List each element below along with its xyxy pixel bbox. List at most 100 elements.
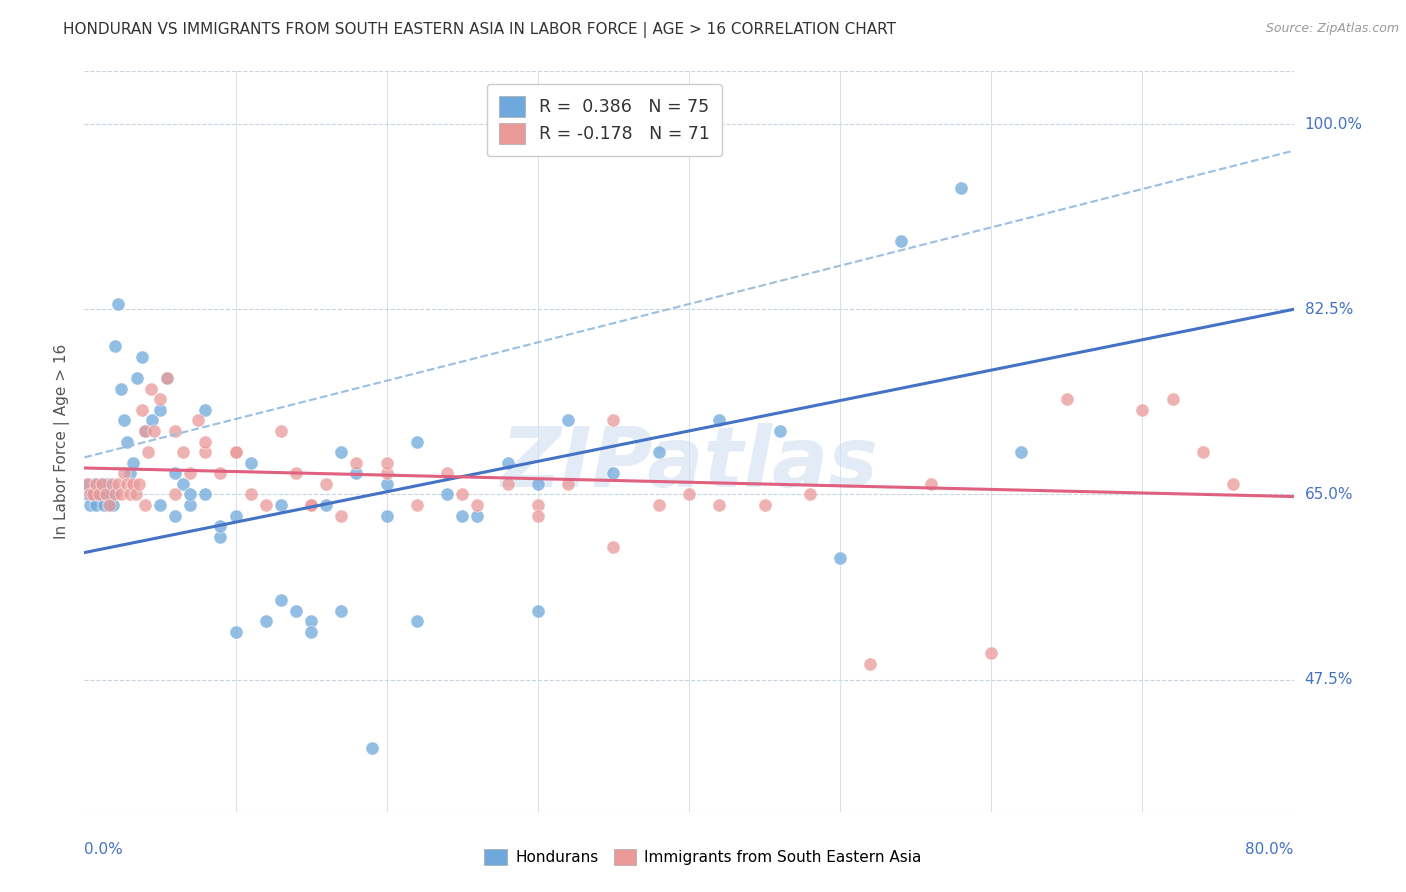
Point — [139, 382, 162, 396]
Point — [406, 615, 429, 629]
Point — [890, 234, 912, 248]
Text: 100.0%: 100.0% — [1305, 117, 1362, 132]
Point — [299, 615, 322, 629]
Point — [91, 476, 114, 491]
Point — [149, 402, 172, 417]
Point — [96, 476, 118, 491]
Point — [194, 402, 217, 417]
Point — [121, 476, 143, 491]
Point — [557, 413, 579, 427]
Point — [100, 487, 122, 501]
Point — [156, 371, 179, 385]
Point — [121, 456, 143, 470]
Point — [134, 424, 156, 438]
Point — [467, 508, 489, 523]
Point — [709, 413, 731, 427]
Point — [1191, 445, 1213, 459]
Point — [330, 508, 353, 523]
Point — [98, 498, 121, 512]
Text: 82.5%: 82.5% — [1305, 301, 1353, 317]
Point — [375, 476, 398, 491]
Point — [1222, 476, 1244, 491]
Point — [101, 498, 124, 512]
Point — [97, 487, 120, 501]
Point — [209, 467, 232, 481]
Legend: Hondurans, Immigrants from South Eastern Asia: Hondurans, Immigrants from South Eastern… — [478, 843, 928, 871]
Point — [799, 487, 821, 501]
Point — [254, 498, 277, 512]
Point — [239, 456, 262, 470]
Point — [142, 424, 165, 438]
Point — [149, 392, 172, 407]
Point — [163, 424, 186, 438]
Point — [194, 434, 217, 449]
Point — [830, 550, 852, 565]
Point — [754, 498, 776, 512]
Point — [375, 467, 398, 481]
Point — [91, 487, 114, 501]
Point — [315, 498, 337, 512]
Point — [406, 434, 429, 449]
Point — [118, 487, 141, 501]
Point — [647, 498, 671, 512]
Point — [82, 487, 104, 501]
Text: Source: ZipAtlas.com: Source: ZipAtlas.com — [1265, 22, 1399, 36]
Point — [209, 530, 232, 544]
Point — [79, 487, 101, 501]
Point — [163, 487, 186, 501]
Point — [128, 476, 150, 491]
Point — [77, 476, 100, 491]
Point — [86, 476, 108, 491]
Point — [496, 476, 519, 491]
Point — [94, 487, 117, 501]
Point — [299, 498, 322, 512]
Point — [79, 498, 101, 512]
Text: 80.0%: 80.0% — [1246, 842, 1294, 857]
Point — [115, 476, 138, 491]
Point — [134, 424, 156, 438]
Point — [406, 498, 429, 512]
Point — [87, 487, 110, 501]
Point — [112, 413, 135, 427]
Point — [557, 476, 579, 491]
Text: 65.0%: 65.0% — [1305, 487, 1353, 502]
Point — [950, 180, 973, 194]
Point — [194, 445, 217, 459]
Point — [127, 371, 149, 385]
Text: 0.0%: 0.0% — [84, 842, 124, 857]
Point — [107, 297, 129, 311]
Point — [467, 498, 489, 512]
Point — [76, 487, 98, 501]
Point — [131, 350, 153, 364]
Point — [118, 467, 141, 481]
Point — [239, 487, 262, 501]
Point — [709, 498, 731, 512]
Point — [82, 487, 104, 501]
Point — [131, 402, 153, 417]
Point — [1056, 392, 1078, 407]
Point — [526, 498, 548, 512]
Point — [76, 476, 98, 491]
Point — [1010, 445, 1032, 459]
Point — [172, 476, 194, 491]
Point — [107, 476, 129, 491]
Point — [84, 476, 107, 491]
Point — [436, 467, 458, 481]
Point — [225, 624, 247, 639]
Point — [104, 487, 127, 501]
Point — [602, 541, 624, 555]
Point — [97, 498, 120, 512]
Point — [330, 604, 353, 618]
Point — [156, 371, 179, 385]
Point — [93, 498, 115, 512]
Point — [110, 487, 132, 501]
Legend: R =  0.386   N = 75, R = -0.178   N = 71: R = 0.386 N = 75, R = -0.178 N = 71 — [486, 84, 721, 156]
Point — [163, 508, 186, 523]
Point — [187, 413, 209, 427]
Point — [110, 382, 132, 396]
Point — [315, 476, 337, 491]
Point — [225, 508, 247, 523]
Point — [141, 413, 163, 427]
Point — [89, 487, 111, 501]
Point — [149, 498, 172, 512]
